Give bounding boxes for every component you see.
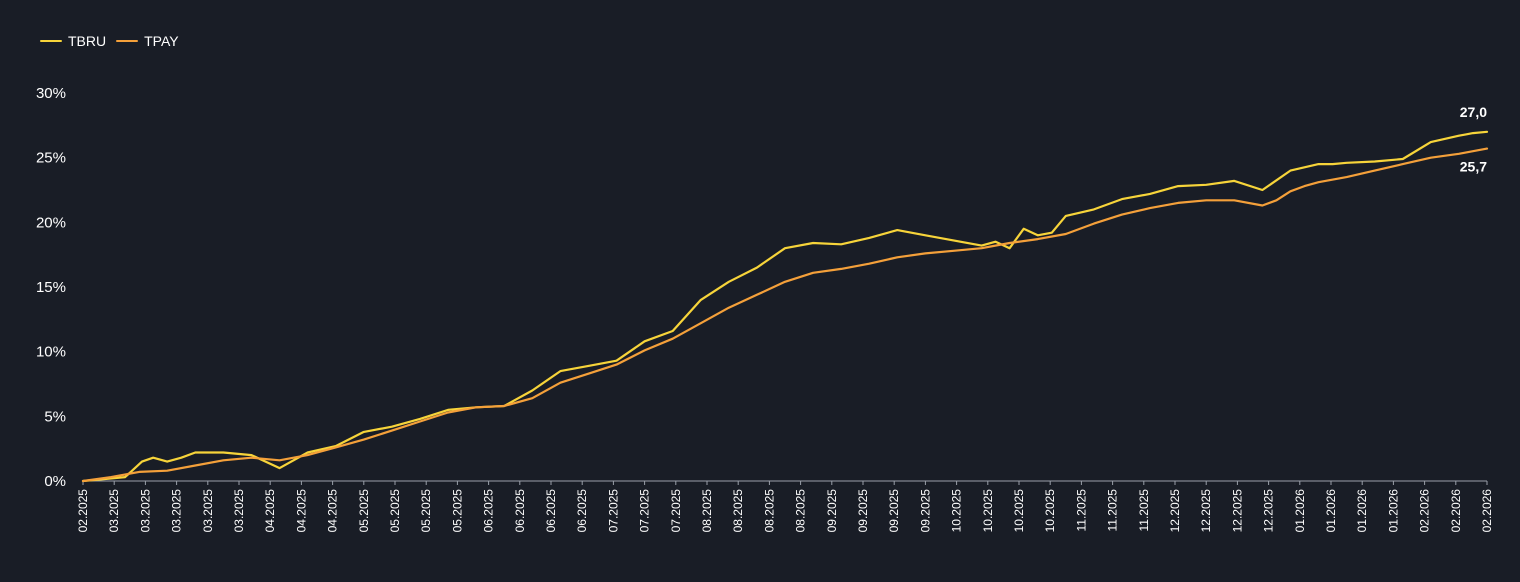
x-tick-label: 01.2026 [1324, 489, 1338, 533]
x-tick-label: 05.2025 [450, 489, 464, 533]
x-tick-label: 04.2025 [263, 489, 277, 533]
x-tick-label: 08.2025 [762, 489, 776, 533]
legend: TBRU TPAY [40, 33, 179, 49]
legend-swatch-tbru [40, 40, 62, 42]
x-tick-label: 11.2025 [1074, 489, 1088, 532]
legend-swatch-tpay [116, 40, 139, 42]
x-tick-label: 10.2025 [1043, 489, 1057, 533]
x-tick-label: 05.2025 [357, 489, 371, 533]
x-tick-label: 01.2026 [1293, 489, 1307, 533]
x-tick-label: 02.2026 [1418, 489, 1432, 533]
x-tick-label: 04.2025 [294, 489, 308, 533]
legend-item-tpay[interactable]: TPAY [116, 33, 179, 49]
x-tick-label: 09.2025 [918, 489, 932, 533]
x-tick-label: 02.2026 [1480, 489, 1494, 533]
x-tick-label: 10.2025 [981, 489, 995, 533]
y-tick-label: 0% [44, 473, 66, 490]
x-tick-label: 05.2025 [419, 489, 433, 533]
x-tick-label: 02.2026 [1449, 489, 1463, 533]
x-tick-label: 09.2025 [856, 489, 870, 533]
legend-label-tpay: TPAY [144, 33, 179, 49]
x-tick-label: 03.2025 [138, 489, 152, 533]
x-tick-label: 12.2025 [1262, 489, 1276, 533]
x-tick-label: 05.2025 [388, 489, 402, 533]
x-tick-label: 09.2025 [825, 489, 839, 533]
y-tick-label: 25% [36, 150, 66, 167]
end-label-tpay: 25,7 [1460, 159, 1487, 175]
y-tick-label: 30% [36, 85, 66, 102]
x-tick-label: 01.2026 [1386, 489, 1400, 533]
x-tick-label: 03.2025 [201, 489, 215, 533]
x-tick-label: 09.2025 [887, 489, 901, 533]
x-tick-label: 11.2025 [1106, 489, 1120, 532]
x-tick-label: 03.2025 [107, 489, 121, 533]
x-tick-label: 03.2025 [232, 489, 246, 533]
x-tick-label: 06.2025 [482, 489, 496, 533]
y-tick-label: 20% [36, 214, 66, 231]
x-tick-label: 06.2025 [544, 489, 558, 533]
x-tick-label: 10.2025 [1012, 489, 1026, 533]
x-tick-label: 07.2025 [669, 489, 683, 533]
series-line-tbru [81, 130, 1489, 483]
x-tick-label: 07.2025 [606, 489, 620, 533]
x-tick-label: 08.2025 [700, 489, 714, 533]
x-tick-label: 12.2025 [1168, 489, 1182, 533]
legend-label-tbru: TBRU [68, 33, 107, 49]
x-tick-label: 08.2025 [794, 489, 808, 533]
x-tick-label: 04.2025 [326, 489, 340, 533]
x-tick-label: 03.2025 [170, 489, 184, 533]
x-tick-label: 12.2025 [1230, 489, 1244, 533]
y-tick-label: 5% [44, 408, 66, 425]
legend-item-tbru[interactable]: TBRU [40, 33, 106, 49]
x-tick-label: 07.2025 [638, 489, 652, 533]
x-tick-label: 12.2025 [1199, 489, 1213, 533]
x-tick-label: 10.2025 [950, 489, 964, 533]
x-tick-label: 08.2025 [731, 489, 745, 533]
x-tick-label: 02.2025 [76, 489, 90, 533]
x-tick-label: 01.2026 [1355, 489, 1369, 533]
y-tick-label: 15% [36, 279, 66, 296]
x-tick-label: 06.2025 [513, 489, 527, 533]
y-tick-label: 10% [36, 344, 66, 361]
end-label-tbru: 27,0 [1460, 104, 1487, 120]
x-tick-label: 06.2025 [575, 489, 589, 533]
series-line-tpay [81, 147, 1489, 483]
x-tick-label: 11.2025 [1137, 489, 1151, 532]
